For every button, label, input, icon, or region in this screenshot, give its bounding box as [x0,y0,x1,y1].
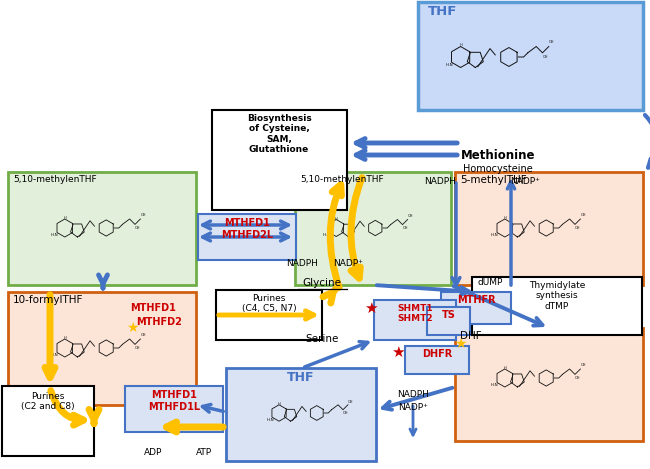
Text: THF: THF [287,371,315,384]
Text: Homocysteine: Homocysteine [463,164,533,174]
Text: OH: OH [543,55,548,59]
Text: H: H [64,336,66,340]
Text: H: H [335,217,337,220]
Bar [441,292,511,324]
Text: NADPH: NADPH [286,259,318,268]
Text: DHF: DHF [460,331,482,341]
Bar [8,172,196,285]
Text: ★: ★ [454,337,467,351]
Text: H₂N: H₂N [51,233,58,237]
Bar [472,277,642,335]
Text: OH: OH [549,40,554,44]
Bar [427,307,470,335]
Text: H: H [504,216,506,220]
Bar [418,2,643,110]
Bar [455,172,643,285]
Text: Methionine: Methionine [461,149,535,162]
Text: H₂N: H₂N [51,353,58,357]
Text: Purines
(C2 and C8): Purines (C2 and C8) [21,392,75,411]
Text: MTHFD1
MTHFD2L: MTHFD1 MTHFD2L [221,218,273,240]
Text: NADP⁺: NADP⁺ [510,177,540,186]
Text: DHFR: DHFR [422,349,452,359]
Text: H: H [64,216,66,220]
Bar [405,346,469,374]
Text: Glycine: Glycine [302,278,341,288]
Text: dUMP: dUMP [477,278,502,287]
Text: TS: TS [442,310,456,320]
Text: THF: THF [428,5,458,18]
Bar [198,214,296,260]
Text: OH: OH [575,376,580,380]
Text: ★: ★ [126,321,138,335]
Text: OH: OH [580,363,586,367]
Text: Thymidylate
synthesis
dTMP: Thymidylate synthesis dTMP [529,281,585,311]
Bar [295,172,451,285]
Text: MTHFR: MTHFR [457,295,495,305]
Text: H₂N: H₂N [491,383,499,387]
Text: MTHFD1: MTHFD1 [130,303,176,313]
Text: OH: OH [135,226,140,230]
Text: OH: OH [140,213,146,218]
Text: NADP⁺: NADP⁺ [333,259,363,268]
Text: OH: OH [575,226,580,230]
Text: MTHFD1
MTHFD1L: MTHFD1 MTHFD1L [148,390,200,412]
Bar [374,300,456,340]
Text: Serine: Serine [306,334,339,344]
Text: NADPH: NADPH [424,177,456,186]
Text: 5,10-methylenTHF: 5,10-methylenTHF [13,175,97,184]
Bar [455,328,643,441]
Text: Biosynthesis
of Cysteine,
SAM,
Glutathione: Biosynthesis of Cysteine, SAM, Glutathio… [246,114,311,154]
Bar [216,290,322,340]
Text: H: H [278,402,280,406]
Bar [226,368,376,461]
Text: Purines
(C4, C5, N7): Purines (C4, C5, N7) [242,294,296,313]
Text: MTHFD2: MTHFD2 [136,317,182,327]
Text: 10-formylTHF: 10-formylTHF [13,295,83,305]
Text: SHMT1
SHMT2: SHMT1 SHMT2 [397,304,433,324]
Text: ADP: ADP [144,448,162,457]
Text: H₂N: H₂N [445,63,453,68]
Text: H: H [460,44,462,47]
Bar [8,292,196,405]
Text: OH: OH [140,333,146,337]
Text: OH: OH [135,346,140,350]
Text: OH: OH [580,213,586,218]
Text: 5-methylTHF: 5-methylTHF [460,175,526,185]
Text: H: H [504,366,506,370]
Text: ATP: ATP [196,448,212,457]
Text: NADPH: NADPH [397,390,429,399]
Text: OH: OH [402,226,408,230]
Bar [2,386,94,456]
Bar [212,110,347,210]
Text: H₂N: H₂N [323,233,331,237]
Text: NADP⁺: NADP⁺ [398,403,428,412]
Text: OH: OH [408,214,413,218]
Text: 5,10-methylenTHF: 5,10-methylenTHF [300,175,384,184]
Text: OH: OH [348,400,354,403]
Text: ★: ★ [391,345,405,360]
Text: H₂N: H₂N [266,417,274,422]
Text: ★: ★ [364,301,378,316]
Text: OH: OH [343,411,348,415]
Text: H₂N: H₂N [491,233,499,237]
Bar [125,386,223,432]
